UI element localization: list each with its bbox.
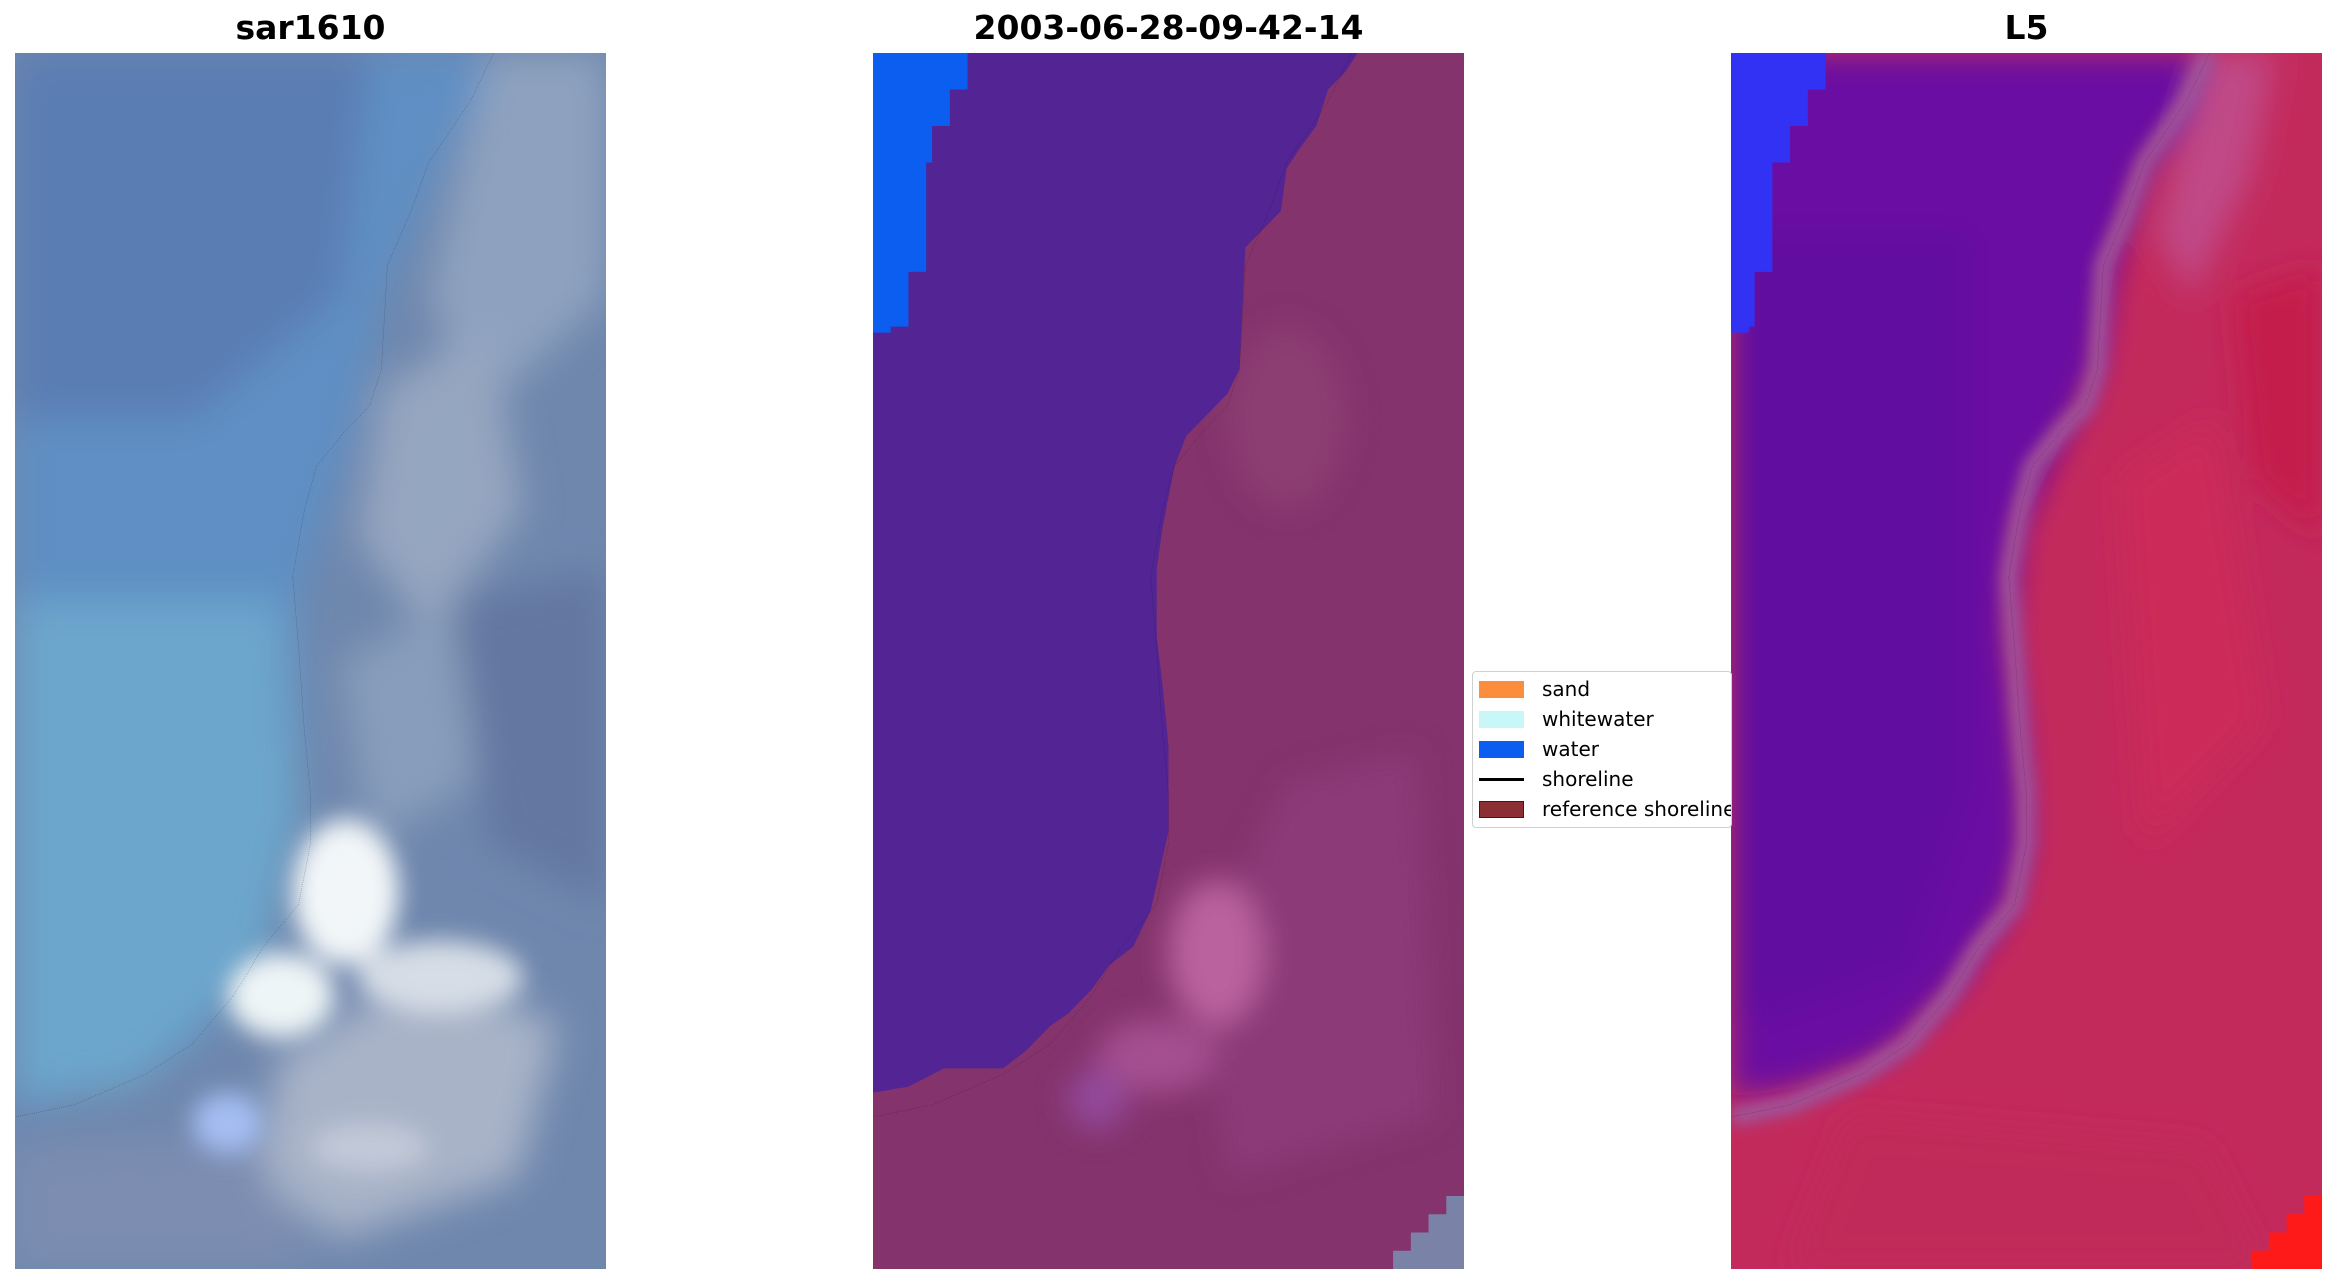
rgb-image [15, 53, 606, 1269]
legend-label: whitewater [1542, 707, 1654, 731]
legend-label: water [1542, 737, 1599, 761]
legend-item-shoreline: shoreline [1479, 764, 1634, 794]
panel-title-classified: 2003-06-28-09-42-14 [973, 8, 1364, 47]
legend-item-water: water [1479, 734, 1599, 764]
panel-title-mndwi: L5 [2004, 8, 2049, 47]
classified-image-panel [873, 53, 1464, 1269]
sand-swatch [1479, 680, 1524, 698]
classified-image [873, 53, 1464, 1269]
rgb-image-panel [15, 53, 606, 1269]
shoreline-line [873, 53, 1352, 1117]
legend-item-sand: sand [1479, 674, 1590, 704]
mndwi-image-panel [1731, 53, 2322, 1269]
legend-label: reference shoreline [1542, 797, 1732, 821]
shoreline-line [1731, 53, 2210, 1117]
legend: sand whitewater water shoreline referenc… [1472, 671, 1732, 828]
whitewater-swatch [1479, 710, 1524, 728]
water-swatch [1479, 740, 1524, 758]
shoreline-swatch [1479, 777, 1524, 781]
legend-item-whitewater: whitewater [1479, 704, 1654, 734]
legend-item-reference-shoreline: reference shoreline [1479, 794, 1732, 824]
legend-label: shoreline [1542, 767, 1634, 791]
shoreline-line [15, 53, 494, 1117]
mndwi-image [1731, 53, 2322, 1269]
legend-label: sand [1542, 677, 1591, 701]
reference-shoreline-swatch [1479, 800, 1524, 818]
panel-title-rgb: sar1610 [235, 8, 386, 47]
